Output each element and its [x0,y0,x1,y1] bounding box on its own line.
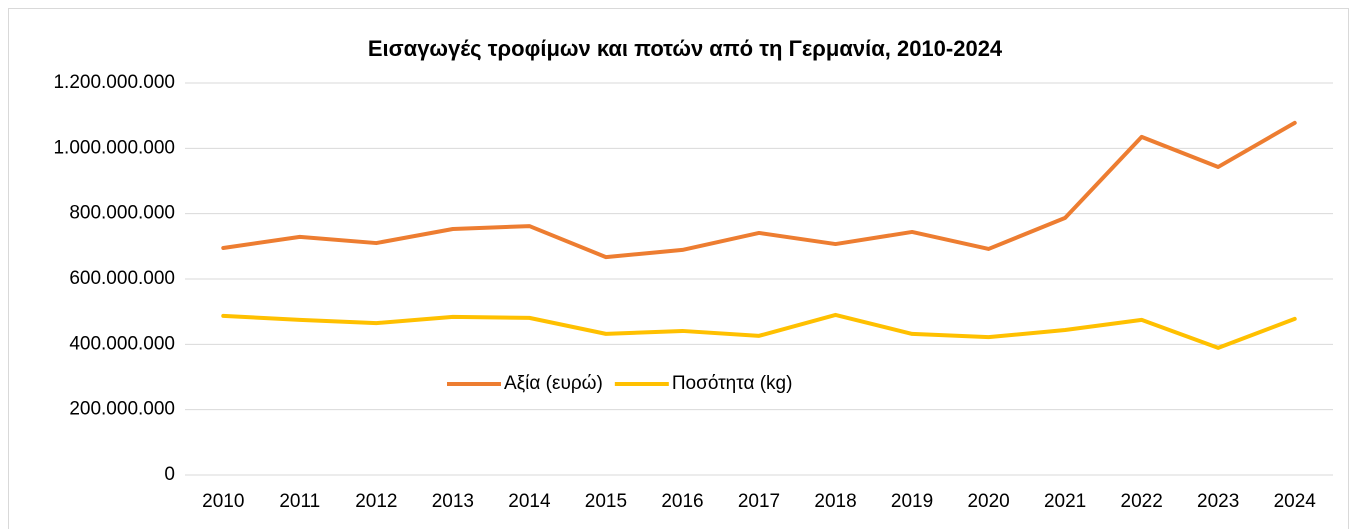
series-line [221,312,1297,350]
legend-label: Αξία (ευρώ) [504,373,603,394]
chart-frame [8,8,1349,529]
x-tick-label: 2015 [585,491,627,512]
x-tick-label: 2024 [1274,491,1317,512]
x-tick-label: 2012 [355,491,397,512]
x-tick-label: 2013 [432,491,474,512]
y-tick-label: 1.200.000.000 [53,72,175,93]
x-tick-label: 2016 [661,491,703,512]
y-tick-label: 200.000.000 [69,399,175,420]
chart-title: Εισαγωγές τροφίμων και ποτών από τη Γερμ… [368,36,1003,61]
y-tick-label: 1.000.000.000 [53,137,175,158]
y-tick-label: 600.000.000 [69,268,175,289]
series-line [221,120,1297,260]
x-tick-label: 2017 [738,491,780,512]
x-tick-label: 2010 [202,491,244,512]
legend-label: Ποσότητα (kg) [672,373,793,394]
x-tick-label: 2020 [967,491,1009,512]
y-tick-label: 400.000.000 [69,333,175,354]
x-tick-label: 2019 [891,491,933,512]
x-tick-label: 2023 [1197,491,1239,512]
y-tick-label: 0 [164,464,175,485]
x-tick-label: 2022 [1121,491,1163,512]
x-tick-label: 2014 [508,491,551,512]
y-tick-label: 800.000.000 [69,203,175,224]
x-tick-label: 2018 [814,491,856,512]
x-tick-label: 2011 [279,491,320,512]
x-tick-label: 2021 [1044,491,1086,512]
